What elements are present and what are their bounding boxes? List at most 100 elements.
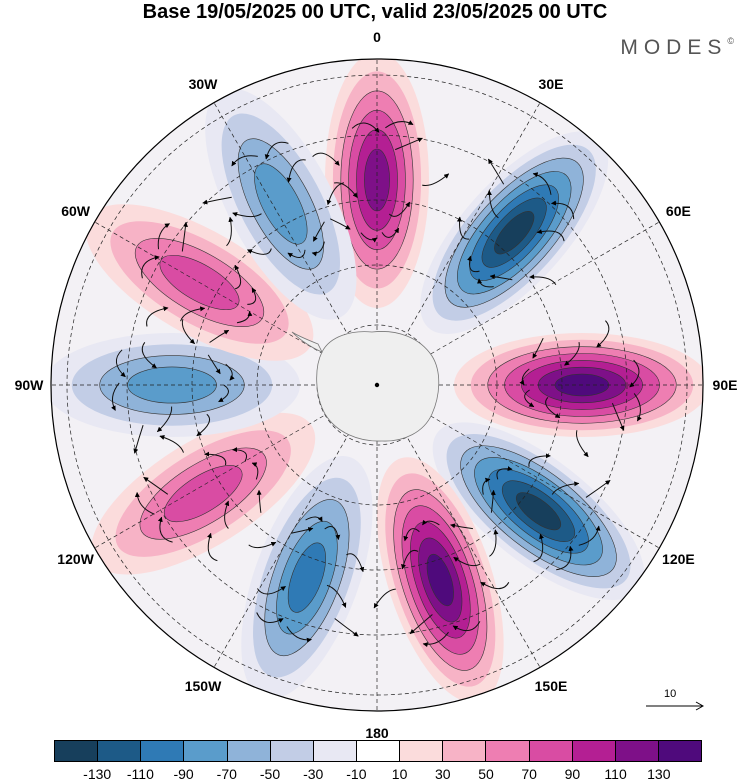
- wind-streamline: [248, 541, 277, 549]
- wind-streamline: [333, 182, 358, 198]
- wind-streamline: [395, 137, 423, 151]
- wind-streamline: [551, 481, 580, 495]
- wind-streamline: [231, 155, 258, 167]
- wind-streamline: [611, 403, 625, 431]
- wind-streamline: [256, 489, 262, 513]
- wind-streamline: [388, 201, 411, 217]
- colorbar-cell: [313, 741, 357, 761]
- wind-streamline: [409, 614, 433, 635]
- wind-streamline: [422, 173, 450, 186]
- colorbar-cell: [270, 741, 314, 761]
- map-boundary: [50, 58, 704, 712]
- wind-streamline: [218, 384, 229, 403]
- longitude-label-180: 180: [365, 725, 389, 741]
- colorbar-cell: [184, 741, 228, 761]
- wind-streamline: [234, 264, 242, 290]
- longitude-label-30e: 30E: [538, 75, 564, 92]
- colorbar-cell: [658, 741, 702, 761]
- wind-streamline: [157, 516, 173, 543]
- wind-streamline: [146, 306, 169, 327]
- anomaly-lobe-4: [376, 457, 504, 703]
- anomaly-lobe-6: [91, 412, 316, 575]
- wind-streamline: [111, 382, 120, 411]
- wind-streamline: [346, 553, 365, 573]
- wind-streamline: [181, 221, 188, 252]
- colorbar-tick-label: -110: [126, 766, 154, 782]
- colorbar-tick-label: -90: [173, 766, 194, 782]
- wind-streamline: [115, 349, 126, 378]
- wind-streamline: [351, 122, 380, 133]
- colorbar-tick-label: 130: [647, 766, 671, 782]
- wind-streamline: [533, 533, 544, 563]
- wind-streamline: [385, 120, 414, 129]
- wind-streamline: [556, 545, 574, 571]
- map-field-layer: [51, 59, 703, 711]
- wind-streamline: [453, 556, 481, 567]
- wind-streamline: [324, 526, 341, 540]
- wind-streamline: [236, 311, 253, 324]
- wind-streamline: [360, 232, 378, 243]
- wind-streamline: [207, 354, 221, 375]
- wind-streamline: [232, 212, 262, 218]
- wind-streamline: [477, 278, 494, 288]
- wind-streamline: [133, 425, 144, 454]
- longitude-label-120w: 120W: [57, 551, 94, 567]
- wind-streamline: [490, 489, 496, 513]
- wind-streamline: [159, 435, 184, 453]
- wind-streamline: [467, 255, 480, 273]
- colorbar-tick-label: 50: [478, 766, 494, 782]
- wind-streamline: [403, 528, 420, 542]
- colorbar-tick-label: 10: [391, 766, 408, 782]
- wind-streamline: [564, 341, 580, 366]
- wind-streamline: [373, 588, 396, 609]
- graticule: [51, 59, 703, 711]
- colorbar-tick-label: -50: [259, 766, 281, 782]
- colorbar-tick-label: -10: [346, 766, 367, 782]
- wind-streamline: [202, 196, 232, 205]
- colorbar-tick-label: 90: [564, 766, 581, 782]
- streamlines: [111, 120, 642, 648]
- colorbar-cell: [529, 741, 573, 761]
- wind-streamline: [545, 396, 561, 419]
- wind-streamline: [401, 550, 419, 570]
- south-pole-marker: [374, 382, 380, 388]
- reference-vector: 10: [646, 688, 704, 718]
- colorbar-cell: [400, 741, 444, 761]
- anomaly-contour: [163, 465, 243, 523]
- wind-streamline: [134, 492, 155, 515]
- wind-streamline: [528, 453, 551, 467]
- wind-streamline: [585, 479, 611, 498]
- wind-streamline: [209, 329, 230, 343]
- meridian-line: [213, 102, 375, 380]
- wind-streamline: [141, 341, 157, 369]
- map-title: Base 19/05/2025 00 UTC, valid 23/05/2025…: [142, 1, 608, 23]
- colorbar-cell: [55, 741, 99, 761]
- wind-streamline: [381, 227, 400, 238]
- wind-streamline: [196, 413, 210, 437]
- colorbar-cell: [98, 741, 142, 761]
- wind-streamline: [480, 581, 510, 590]
- wind-streamline: [482, 477, 491, 495]
- colorbar-tick-labels: -130 -110 -90 -70 -50 -30 -10 10 30 50 70 90 110 130: [54, 766, 702, 783]
- wind-streamline: [207, 532, 218, 562]
- colorbar-cell: [443, 741, 487, 761]
- wind-streamline: [329, 218, 351, 230]
- colorbar-cell: [615, 741, 659, 761]
- anomaly-contour: [494, 211, 535, 255]
- wind-streamline: [486, 190, 499, 219]
- colorbar-tick-label: -130: [83, 766, 112, 782]
- wind-streamline: [489, 274, 513, 281]
- colorbar-tick-label: -70: [216, 766, 237, 782]
- wind-streamline: [264, 141, 289, 160]
- colorbar: [54, 740, 702, 762]
- wind-streamline: [596, 320, 610, 348]
- colorbar-cell: [572, 741, 616, 761]
- wind-streamline: [247, 248, 272, 255]
- wind-streamline: [536, 229, 565, 242]
- wind-streamline: [326, 182, 345, 206]
- meridian-line: [213, 390, 375, 668]
- colorbar-cell: [356, 741, 401, 761]
- copyright-mark: ©: [727, 36, 734, 46]
- wind-streamline: [312, 152, 340, 166]
